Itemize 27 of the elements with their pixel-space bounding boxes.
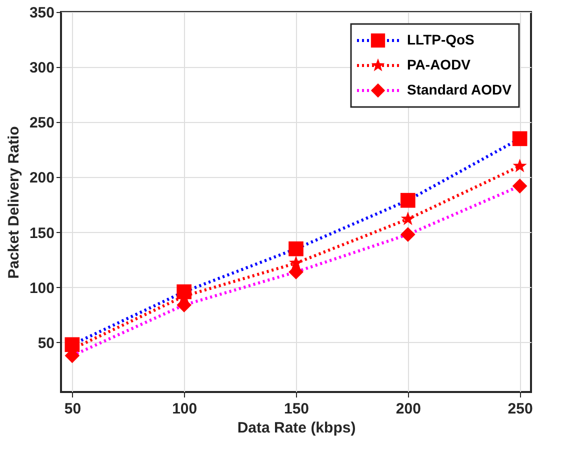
point: [400, 212, 415, 226]
point: [288, 241, 304, 256]
x-axis-title: Data Rate (kbps): [237, 420, 356, 436]
point: [288, 256, 304, 270]
y-tick-label: 50: [38, 334, 54, 352]
point: [512, 131, 528, 146]
point: [512, 158, 527, 172]
y-tick-label: 200: [29, 170, 54, 187]
point: [288, 264, 304, 280]
x-tick-label: 100: [172, 400, 198, 418]
point: [400, 192, 416, 208]
point: [400, 227, 416, 242]
y-tick-label: 150: [29, 224, 54, 242]
y-tick-label: 300: [29, 60, 54, 77]
x-tick-label: 150: [284, 400, 310, 418]
legend-label: PA-AODV: [407, 56, 472, 72]
y-tick-label: 250: [29, 114, 54, 132]
point: [176, 298, 192, 312]
y-tick-label: 350: [29, 4, 54, 22]
x-tick-label: 50: [64, 400, 82, 418]
y-axis-title: Packet Delivery Ratio: [5, 126, 22, 279]
legend-label: Standard AODV: [407, 82, 512, 98]
y-tick-label: 100: [29, 280, 54, 297]
point: [512, 178, 528, 194]
x-tick-label: 200: [396, 400, 421, 418]
legend-label: LLTP-QoS: [407, 32, 474, 48]
x-tick-label: 250: [508, 400, 533, 418]
